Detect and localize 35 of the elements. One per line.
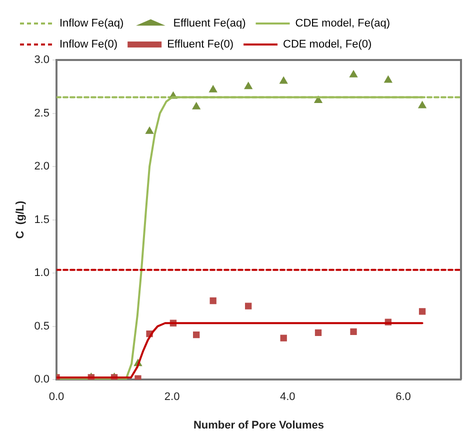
point	[245, 302, 252, 310]
legend-label: Inflow Fe(0)	[60, 38, 118, 51]
x-tick-label: 6.0	[396, 391, 411, 404]
point	[146, 126, 154, 134]
point	[280, 76, 288, 84]
point	[350, 328, 357, 335]
point	[193, 332, 200, 338]
point	[314, 329, 322, 336]
y-tick-label: 1.0	[34, 267, 50, 280]
point	[350, 70, 358, 78]
legend-label: CDE model, Fe(0)	[283, 38, 372, 51]
y-tick-label: 3.0	[34, 54, 50, 66]
y-axis-title: C (g/L)	[14, 200, 27, 239]
legend-label: Effluent Fe(aq)	[173, 18, 246, 30]
point	[209, 85, 218, 92]
point	[244, 82, 252, 90]
point	[210, 297, 216, 304]
point	[384, 76, 392, 83]
y-tick-label: 2.5	[34, 107, 50, 120]
point	[134, 375, 142, 380]
y-tick-label: 1.5	[34, 214, 50, 226]
y-tick-label: 0.0	[34, 374, 50, 386]
x-tick-label: 2.0	[164, 391, 180, 404]
point	[418, 101, 426, 108]
point	[418, 308, 426, 315]
legend-label: Effluent Fe(0)	[167, 38, 234, 51]
y-tick-label: 2.0	[34, 160, 50, 173]
legend-label: CDE model, Fe(aq)	[295, 18, 390, 30]
y-tick-label: 0.5	[34, 320, 50, 332]
x-axis-title: Number of Pore Volumes	[193, 419, 324, 432]
point	[280, 334, 287, 342]
x-tick-label: 4.0	[280, 391, 296, 404]
x-tick-label: 0.0	[48, 391, 64, 404]
point	[192, 102, 200, 110]
legend-label: Inflow Fe(aq)	[60, 18, 124, 30]
